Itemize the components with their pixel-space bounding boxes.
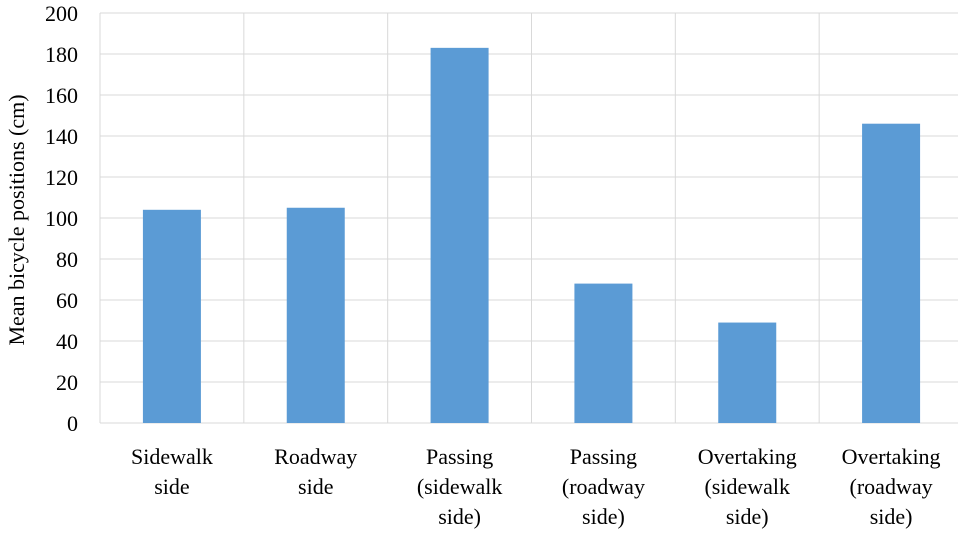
y-tick-label: 120 bbox=[45, 165, 78, 190]
x-tick-label: Sidewalk side bbox=[131, 444, 213, 499]
x-axis-ticks: Sidewalk side Roadway side Passing (sidewalk s… bbox=[131, 444, 941, 529]
bar-1 bbox=[142, 209, 201, 423]
bars bbox=[142, 47, 921, 423]
bar-2 bbox=[286, 207, 345, 423]
bar-5 bbox=[718, 322, 777, 423]
x-tick-label: Roadway side bbox=[274, 444, 357, 499]
y-tick-label: 140 bbox=[45, 124, 78, 149]
y-tick-label: 100 bbox=[45, 206, 78, 231]
y-tick-label: 20 bbox=[56, 370, 78, 395]
y-axis-title: Mean bicycle positions (cm) bbox=[4, 94, 29, 345]
y-tick-label: 180 bbox=[45, 42, 78, 67]
y-tick-label: 0 bbox=[67, 411, 78, 436]
x-tick-label: Passing (sidewalk side) bbox=[417, 444, 503, 529]
y-tick-label: 200 bbox=[45, 1, 78, 26]
y-tick-label: 160 bbox=[45, 83, 78, 108]
bar-6 bbox=[862, 123, 921, 423]
y-tick-label: 80 bbox=[56, 247, 78, 272]
y-axis-ticks: 0 20 40 60 80 100 120 140 160 180 200 bbox=[45, 1, 78, 436]
x-tick-label: Passing (roadway side) bbox=[562, 444, 645, 529]
y-tick-label: 60 bbox=[56, 288, 78, 313]
bar-3 bbox=[430, 47, 489, 423]
x-tick-label: Overtaking (roadway side) bbox=[842, 444, 941, 529]
x-tick-label: Overtaking (sidewalk side) bbox=[698, 444, 797, 529]
gridlines bbox=[99, 12, 958, 424]
bar-4 bbox=[574, 283, 633, 423]
y-tick-label: 40 bbox=[56, 329, 78, 354]
